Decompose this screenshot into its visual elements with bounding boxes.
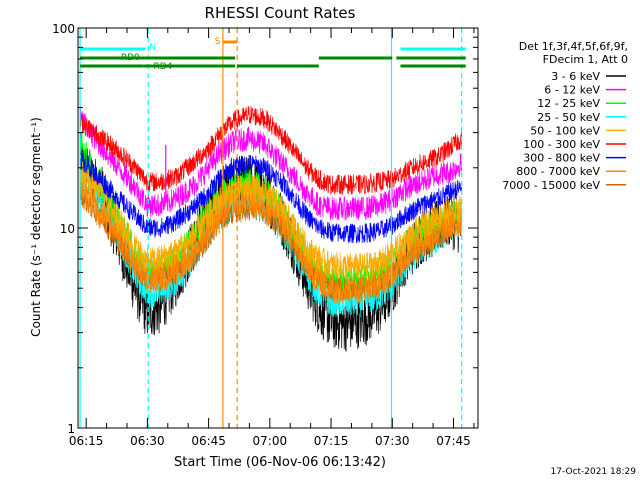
x-tick-label: 07:00 [253,434,288,448]
plot-area: N RD0 RD4 S 1 10 100 06:15 06:30 06:45 07:00 07:15 0… [52,22,479,448]
x-tick-label: 07:30 [375,434,410,448]
legend-label: 50 - 100 keV [530,124,600,137]
series-line-300-800-kev [79,152,463,244]
y-tick-label: 1 [67,422,75,436]
series-line-6-12-kev [79,106,463,221]
legend-label: 300 - 800 keV [523,152,600,165]
legend-label: 7000 - 15000 keV [502,179,600,192]
x-axis-label: Start Time (06-Nov-06 06:13:42) [174,455,386,470]
x-tick-label: 06:30 [130,434,165,448]
legend-label: 100 - 300 keV [523,138,600,151]
series-group [79,105,463,352]
x-tick-label: 07:45 [436,434,471,448]
legend-label: 3 - 6 keV [551,70,600,83]
x-tick-label: 06:15 [69,434,104,448]
legend: Det 1f,3f,4f,5f,6f,9f,FDecim 1, Att 0 3 -… [502,40,628,192]
legend-label: 12 - 25 keV [537,97,600,110]
legend-header-line: FDecim 1, Att 0 [543,53,628,66]
y-tick-label: 10 [60,222,75,236]
flag-label-s: S [215,37,221,47]
chart-title: RHESSI Count Rates [205,4,356,22]
footer-timestamp: 17-Oct-2021 18:29 [551,467,637,477]
x-tick-label: 07:15 [314,434,349,448]
y-axis-label: Count Rate (s⁻¹ detector segment⁻¹) [29,117,43,337]
legend-label: 6 - 12 keV [544,84,600,97]
series-line-100-300-kev [79,105,463,195]
y-tick-label: 100 [52,22,75,36]
series-line-50-100-kev [79,154,463,280]
legend-header-line: Det 1f,3f,4f,5f,6f,9f, [519,40,628,53]
x-tick-label: 06:45 [191,434,226,448]
flag-label-rd4: RD4 [154,62,173,72]
legend-label: 25 - 50 keV [537,111,600,124]
flag-label-n: N [149,43,156,53]
flag-label-rd0: RD0 [121,53,140,63]
legend-label: 800 - 7000 keV [516,165,600,178]
